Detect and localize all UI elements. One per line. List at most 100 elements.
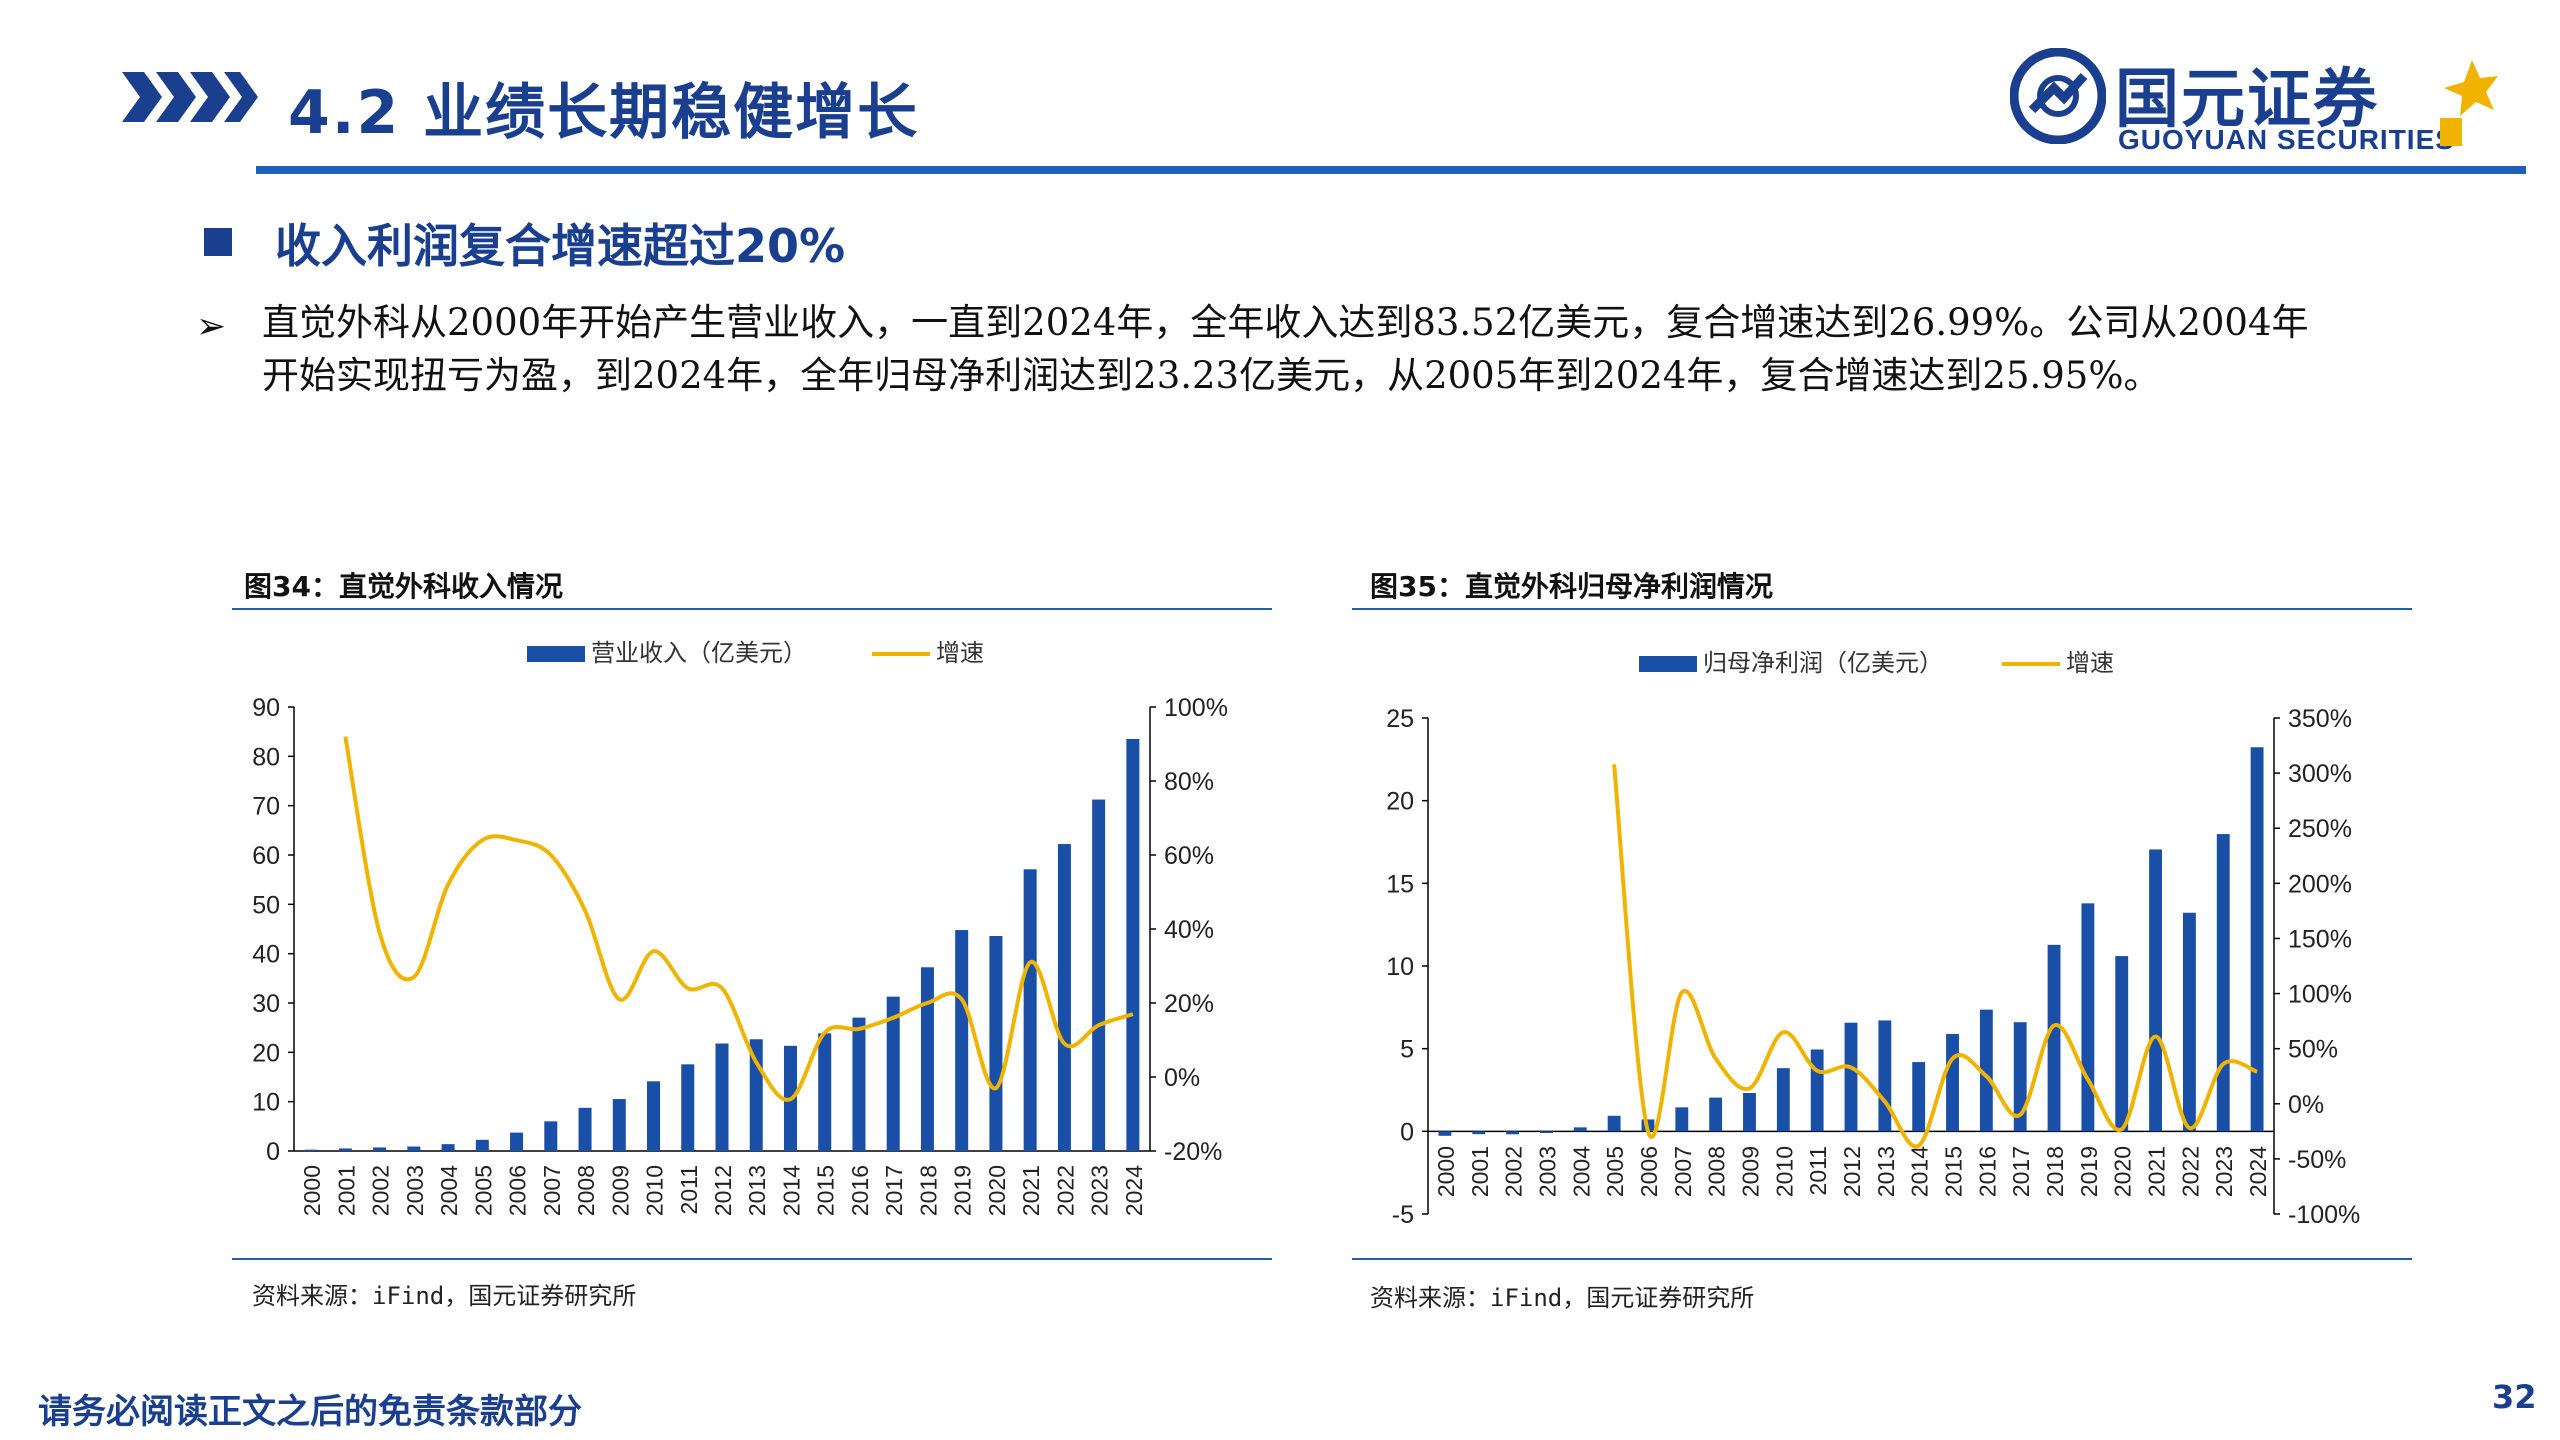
- x-tick-label: 2007: [539, 1165, 565, 1216]
- x-tick-label: 2017: [2008, 1146, 2034, 1197]
- bar-2011: [681, 1064, 695, 1151]
- figure-35-title: 图35：直觉外科归母净利润情况: [1370, 570, 1773, 603]
- bar-2019: [955, 930, 969, 1151]
- x-tick-label: 2000: [1433, 1146, 1459, 1197]
- figure-35-bottom-rule: [1352, 1258, 2412, 1260]
- bar-2002: [1506, 1131, 1520, 1135]
- left-tick-label: 30: [252, 990, 280, 1018]
- x-tick-label: 2003: [402, 1165, 428, 1216]
- x-tick-label: 2015: [1941, 1146, 1967, 1197]
- left-tick-label: 0: [266, 1138, 280, 1166]
- x-tick-label: 2020: [984, 1165, 1010, 1216]
- profit-chart: -5 0 5 10 15 20 25 -100% -50% 0% 50% 100% 150% 200% 25…: [1386, 650, 2360, 1229]
- x-tick-label: 2016: [1974, 1146, 2000, 1197]
- revenue-chart: 0 10 20 30 40 50 60 70 80 90 -20% 0% 20% 40% 60% 80% 100…: [252, 640, 1228, 1216]
- subheading-marker: [204, 228, 232, 256]
- bar-2018: [920, 967, 934, 1151]
- right-tick-label: 50%: [2288, 1036, 2338, 1064]
- legend-bar-swatch: [527, 646, 585, 662]
- guoyuan-logo-icon: [2010, 48, 2106, 144]
- logo-text-en: GUOYUAN SECURITIES: [2118, 124, 2455, 155]
- bar-2009: [612, 1099, 626, 1151]
- x-tick-label: 2013: [1873, 1146, 1899, 1197]
- bar-2023: [2216, 834, 2230, 1132]
- right-tick-label: 40%: [1164, 916, 1214, 944]
- x-tick-label: 2022: [1052, 1165, 1078, 1216]
- x-tick-label: 2020: [2110, 1146, 2136, 1197]
- bar-2020: [2115, 956, 2129, 1132]
- x-tick-label: 2007: [1670, 1146, 1696, 1197]
- bar-2015: [1946, 1033, 1959, 1132]
- x-tick-label: 2005: [1602, 1146, 1628, 1197]
- bar-2010: [647, 1081, 661, 1151]
- bar-2005: [1607, 1115, 1621, 1132]
- bar-2008: [578, 1107, 592, 1151]
- bar-2005: [475, 1139, 489, 1151]
- left-tick-label: 70: [252, 793, 280, 821]
- bar-2008: [1709, 1097, 1723, 1132]
- x-tick-label: 2002: [1501, 1146, 1527, 1197]
- x-tick-label: 2002: [368, 1165, 394, 1216]
- left-tick-label: 20: [1386, 788, 1414, 816]
- left-tick-label: 80: [252, 743, 280, 771]
- figure-34-top-rule: [232, 608, 1272, 610]
- x-tick-label: 2024: [1121, 1165, 1147, 1216]
- bar-2001: [1472, 1131, 1486, 1135]
- bar-2010: [1776, 1068, 1790, 1132]
- x-tick-label: 2006: [1636, 1146, 1662, 1197]
- left-tick-label: 90: [252, 694, 280, 722]
- left-tick-label: 10: [1386, 953, 1414, 981]
- x-tick-label: 2011: [1805, 1146, 1831, 1195]
- left-tick-label: 15: [1386, 870, 1414, 898]
- bar-2011: [1810, 1049, 1824, 1132]
- page-title: 4.2 业绩长期稳健增长: [288, 78, 920, 148]
- right-tick-label: 100%: [2288, 981, 2352, 1009]
- bar-2003: [407, 1146, 421, 1151]
- bar-2014: [1912, 1062, 1926, 1132]
- growth-line: [343, 736, 1134, 1102]
- left-tick-label: 20: [252, 1039, 280, 1067]
- bar-2004: [441, 1144, 455, 1151]
- bar-2019: [2081, 903, 2095, 1132]
- x-tick-label: 2008: [1704, 1146, 1730, 1197]
- bar-2006: [510, 1132, 524, 1151]
- right-tick-label: -100%: [2288, 1201, 2360, 1229]
- x-tick-label: 2010: [1771, 1146, 1797, 1197]
- bar-2021: [2149, 849, 2162, 1132]
- x-tick-label: 2012: [710, 1165, 736, 1216]
- right-tick-label: 0%: [2288, 1091, 2324, 1119]
- x-tick-label: 2004: [436, 1165, 462, 1216]
- left-tick-label: 60: [252, 842, 280, 870]
- chevron-arrows-icon: [122, 72, 258, 122]
- right-tick-label: 350%: [2288, 705, 2352, 733]
- logo-text-cn: 国元证券: [2115, 63, 2379, 137]
- right-tick-label: -20%: [1164, 1138, 1222, 1166]
- x-tick-label: 2010: [642, 1165, 668, 1216]
- bar-2018: [2047, 944, 2061, 1132]
- legend-line-label: 增速: [936, 640, 984, 667]
- growth-line: [1612, 764, 2258, 1149]
- bullet-arrow-icon: ➢: [196, 306, 227, 347]
- x-tick-label: 2023: [1087, 1165, 1113, 1216]
- left-tick-label: 5: [1400, 1036, 1414, 1064]
- x-tick-label: 2023: [2211, 1146, 2237, 1197]
- figure-35-source: 资料来源：iFind，国元证券研究所: [1370, 1284, 1755, 1312]
- left-tick-label: 25: [1386, 705, 1414, 733]
- bar-2016: [1979, 1009, 1993, 1132]
- x-tick-label: 2018: [915, 1165, 941, 1216]
- x-tick-label: 2024: [2245, 1146, 2271, 1197]
- right-tick-label: 150%: [2288, 925, 2352, 953]
- bar-2012: [1844, 1022, 1858, 1132]
- bar-2002: [373, 1147, 387, 1151]
- body-paragraph: 直觉外科从2000年开始产生营业收入，一直到2024年，全年收入达到83.52亿…: [262, 301, 2309, 397]
- right-tick-label: 20%: [1164, 990, 1214, 1018]
- bar-2024: [2250, 747, 2264, 1132]
- bar-2016: [852, 1017, 866, 1151]
- x-tick-label: 2021: [2144, 1146, 2170, 1197]
- footer-disclaimer: 请务必阅读正文之后的免责条款部分: [38, 1392, 582, 1432]
- bar-2022: [1057, 844, 1071, 1151]
- legend-bar-label: 归母净利润（亿美元）: [1703, 650, 1943, 677]
- x-tick-label: 2008: [573, 1165, 599, 1216]
- bar-2023: [1092, 799, 1106, 1151]
- x-tick-label: 2014: [1907, 1146, 1933, 1197]
